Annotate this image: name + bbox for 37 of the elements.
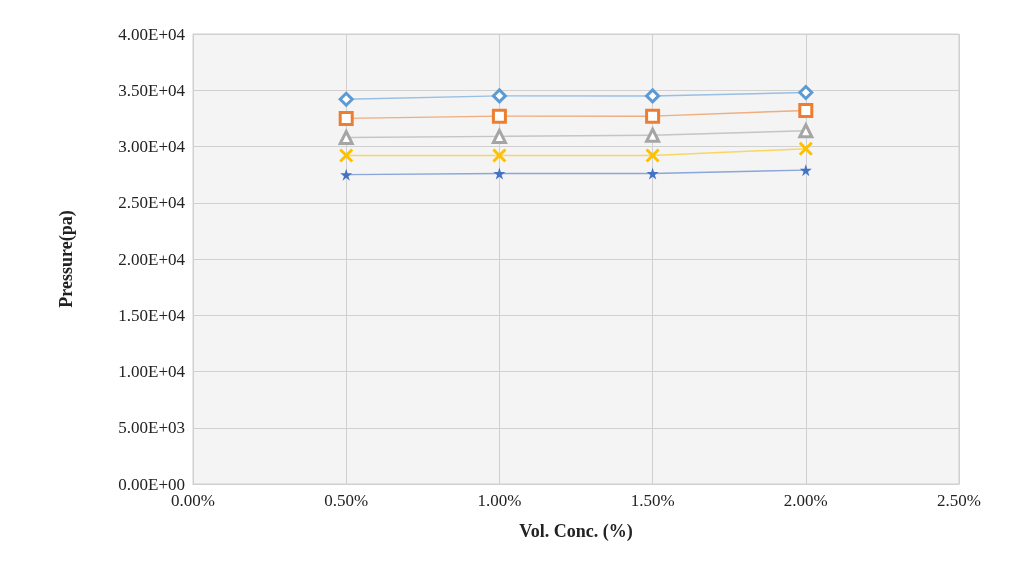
x-axis-title: Vol. Conc. (%) [519, 521, 633, 542]
y-tick-label: 2.50E+04 [118, 193, 186, 213]
point [493, 167, 506, 180]
y-tick-label: 5.00E+03 [118, 418, 185, 438]
x-tick-label: 1.50% [630, 491, 675, 510]
x-tick-label: 2.00% [783, 491, 828, 510]
y-tick-label: 3.50E+04 [118, 80, 186, 100]
point [338, 148, 354, 163]
point [645, 148, 661, 163]
y-tick-label: 4.00E+04 [118, 24, 186, 44]
point [338, 130, 354, 145]
x-tick-label: 0.00% [171, 491, 215, 510]
point [645, 108, 661, 124]
point [645, 88, 661, 104]
point [340, 168, 353, 181]
point [491, 128, 507, 144]
point [338, 110, 354, 126]
x-tick-label: 0.50% [324, 491, 369, 510]
point [798, 103, 814, 118]
point [799, 164, 812, 177]
point [491, 108, 507, 124]
point [645, 127, 661, 143]
y-tick-label: 2.00E+04 [118, 249, 186, 269]
point [491, 148, 507, 163]
point [646, 167, 659, 180]
x-tick-label: 1.00% [477, 491, 522, 510]
point [491, 88, 507, 104]
point [338, 91, 354, 107]
point [798, 123, 814, 139]
x-tick-label: 2.50% [937, 491, 981, 510]
y-tick-label: 1.00E+04 [118, 362, 186, 381]
y-tick-label: 0.00E+00 [118, 474, 185, 494]
y-axis-title: Pressure(pa) [56, 210, 77, 308]
point [798, 85, 814, 100]
y-tick-label: 1.50E+04 [118, 305, 186, 325]
point [798, 141, 814, 157]
y-tick-label: 3.00E+04 [118, 137, 186, 156]
